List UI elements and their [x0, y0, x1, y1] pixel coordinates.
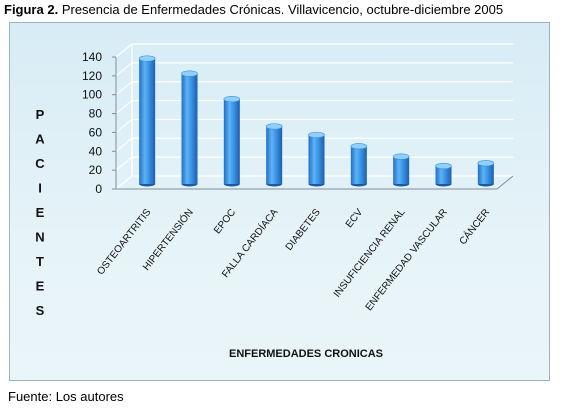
bars [138, 55, 495, 187]
bar [350, 143, 368, 187]
bar [138, 55, 156, 187]
bar [435, 162, 452, 187]
bar-cap [138, 55, 156, 62]
y-axis-label-letter: N [35, 230, 44, 245]
bar [308, 131, 325, 187]
bar-body [181, 73, 198, 184]
bar-cap [435, 162, 452, 170]
bar-body [350, 146, 367, 184]
figure-label: Figura 2. [4, 2, 59, 17]
y-axis-label-letter: A [35, 132, 45, 147]
bar [477, 160, 495, 187]
y-tick-label: 80 [89, 107, 103, 121]
x-tick-label: ECV [344, 207, 366, 230]
bar-cap [265, 123, 283, 130]
x-tick-label: DIABETES [284, 207, 323, 253]
bar-body [223, 99, 240, 184]
y-tick-label: 0 [95, 182, 102, 196]
bar-body [139, 58, 156, 184]
y-tick-labels: 0 20 40 60 80 100 120 140 [82, 50, 116, 196]
bar-body [393, 156, 410, 184]
bar-cap [223, 95, 241, 103]
figure-source: Fuente: Los autores [8, 389, 124, 404]
bar [392, 153, 410, 187]
bar-cap [308, 131, 325, 139]
bar-cap [392, 153, 410, 160]
y-axis-label-letter: P [36, 107, 45, 122]
y-axis-label-letter: T [36, 254, 44, 269]
bar-cap [350, 143, 368, 150]
bar-body [308, 134, 325, 184]
gridline-100 [115, 81, 513, 96]
y-axis-label-letter: S [36, 303, 45, 318]
gridline-80 [115, 99, 513, 115]
bar-cap [181, 70, 198, 77]
bar-body [477, 163, 494, 184]
y-axis-label-letter: C [35, 156, 45, 171]
figure-caption: Figura 2. Presencia de Enfermedades Crón… [4, 2, 503, 17]
gridline-120 [115, 62, 513, 77]
y-tick-label: 100 [82, 88, 102, 102]
y-axis-label-letter: E [36, 205, 45, 220]
x-tick-label: ENFERMEDAD VASCULAR [364, 207, 450, 313]
bar-body [266, 126, 283, 184]
bar-cap [477, 160, 495, 167]
figure-caption-text: Presencia de Enfermedades Crónicas. Vill… [61, 2, 504, 17]
bar [223, 95, 241, 187]
y-tick-label: 20 [89, 163, 103, 177]
axes [115, 43, 514, 190]
bar-body [435, 166, 452, 184]
gridline-60 [115, 118, 513, 133]
bar [181, 70, 198, 187]
y-tick-label: 140 [82, 50, 102, 64]
x-tick-label: EPOC [212, 207, 238, 236]
y-axis-depth [115, 43, 133, 58]
y-tick-label: 60 [89, 125, 103, 139]
x-axis-label: ENFERMEDADES CRONICAS [229, 348, 383, 360]
x-tick-label: INSUFICIENCIA RENAL [332, 207, 408, 300]
y-tick-label: 120 [82, 69, 102, 83]
gridline-140 [115, 43, 513, 58]
y-axis-label-letter: I [38, 181, 42, 196]
y-tick-label: 40 [89, 144, 103, 158]
x-axis-floor [116, 175, 514, 190]
y-axis-label-letter: E [36, 279, 45, 294]
bar [265, 123, 283, 187]
x-tick-label: CÁNCER [456, 206, 492, 247]
